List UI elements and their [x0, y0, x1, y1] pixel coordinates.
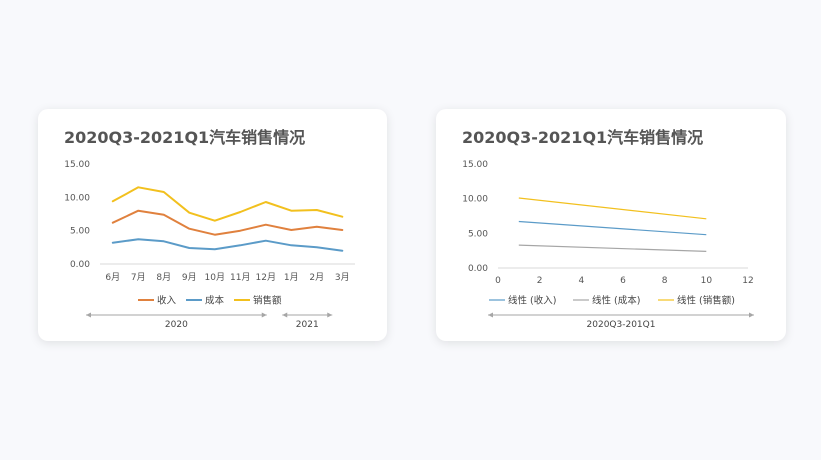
category-group-arrow-head-left: [86, 312, 91, 318]
y-tick-label: 0.00: [468, 264, 488, 274]
series-line: [111, 209, 344, 236]
x-tick-label: 7月: [131, 272, 146, 283]
chart-card-trend: 2020Q3-2021Q1汽车销售情况 0.00 5.00 10.00 15.00 0 2…: [436, 109, 786, 341]
x-tick-label: 0: [495, 276, 501, 286]
monthly-line-chart: 0.00 5.00 10.00 15.00 6月 7月 8月 9月 10月 11月 12月 1月 2月 3…: [64, 160, 355, 330]
legend-label: 销售额: [253, 295, 282, 307]
y-tick-label: 10.00: [462, 195, 488, 205]
x-tick-label: 8月: [156, 272, 171, 283]
y-tick-label: 5.00: [468, 229, 488, 239]
x-tick-label: 2月: [309, 272, 324, 283]
category-group-label: 2020: [165, 320, 188, 330]
y-tick-label: 5.00: [70, 227, 90, 237]
trend-line: [518, 197, 707, 220]
chart-title: 2020Q3-2021Q1汽车销售情况: [462, 128, 704, 147]
x-tick-label: 12: [742, 276, 753, 286]
x-tick-label: 2: [537, 276, 543, 286]
chart-card-monthly: 2020Q3-2021Q1汽车销售情况 0.00 5.00 10.00 15.00 6月…: [38, 109, 387, 341]
x-tick-label: 6月: [105, 272, 120, 283]
x-tick-label: 10: [701, 276, 713, 286]
category-group-label: 2021: [296, 320, 319, 330]
x-tick-label: 8: [662, 276, 668, 286]
chart-title: 2020Q3-2021Q1汽车销售情况: [64, 128, 306, 147]
x-tick-label: 10月: [205, 272, 225, 283]
legend-label: 线性 (成本): [592, 295, 640, 307]
x-tick-label: 12月: [256, 272, 276, 283]
legend-label: 线性 (销售额): [677, 295, 735, 307]
trend-line: [518, 220, 707, 236]
series-line: [111, 186, 344, 222]
x-tick-label: 1月: [284, 272, 299, 283]
trend-line: [518, 244, 707, 252]
category-group-arrow-head-right: [749, 312, 754, 318]
x-tick-label: 3月: [335, 272, 350, 283]
category-group-arrow-head-right: [261, 312, 267, 318]
legend-label: 成本: [205, 295, 225, 307]
y-tick-label: 15.00: [64, 160, 90, 170]
category-group-label: 2020Q3-201Q1: [587, 320, 656, 330]
legend-label: 收入: [157, 295, 177, 307]
trendline-chart: 0.00 5.00 10.00 15.00 0 2 4 6 8 10 12 线性 (收入) 线性 (成本…: [462, 160, 754, 330]
y-tick-label: 0.00: [70, 260, 90, 270]
x-tick-label: 9月: [182, 272, 197, 283]
category-group-arrow-head-right: [327, 312, 333, 318]
x-tick-label: 11月: [230, 272, 250, 283]
y-tick-label: 15.00: [462, 160, 488, 170]
category-group-arrow-head-left: [488, 312, 493, 318]
series-line: [111, 238, 344, 252]
x-tick-label: 4: [578, 276, 584, 286]
y-tick-label: 10.00: [64, 193, 90, 203]
legend-label: 线性 (收入): [508, 295, 556, 307]
x-tick-label: 6: [620, 276, 626, 286]
category-group-arrow-head-left: [282, 312, 288, 318]
